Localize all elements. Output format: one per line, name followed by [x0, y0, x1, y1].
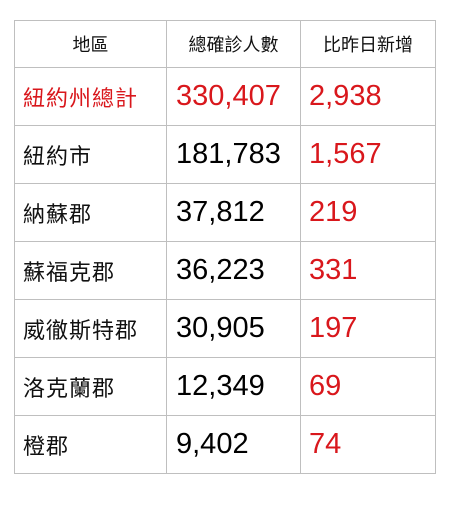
header-row: 地區 總確診人數 比昨日新增 — [14, 20, 436, 68]
total-cases-value: 30,905 — [166, 299, 301, 358]
daily-increase-value: 197 — [300, 299, 436, 358]
region-name: 蘇福克郡 — [14, 241, 167, 300]
covid-case-table: 地區 總確診人數 比昨日新增 紐約州總計 330,407 2,938 紐約市 1… — [14, 20, 436, 474]
daily-increase-value: 74 — [300, 415, 436, 474]
daily-increase-value: 331 — [300, 241, 436, 300]
header-region: 地區 — [14, 20, 167, 68]
table-row-state-total: 紐約州總計 330,407 2,938 — [14, 67, 436, 126]
total-cases-value: 9,402 — [166, 415, 301, 474]
header-daily-increase: 比昨日新增 — [300, 20, 436, 68]
table-row: 洛克蘭郡 12,349 69 — [14, 357, 436, 416]
region-name: 紐約市 — [14, 125, 167, 184]
region-name: 橙郡 — [14, 415, 167, 474]
table-row: 威徹斯特郡 30,905 197 — [14, 299, 436, 358]
header-total-cases: 總確診人數 — [166, 20, 301, 68]
total-cases-value: 12,349 — [166, 357, 301, 416]
total-cases-value: 181,783 — [166, 125, 301, 184]
table-row: 納蘇郡 37,812 219 — [14, 183, 436, 242]
region-name: 威徹斯特郡 — [14, 299, 167, 358]
table-row: 蘇福克郡 36,223 331 — [14, 241, 436, 300]
table-row: 橙郡 9,402 74 — [14, 415, 436, 474]
total-cases-value: 330,407 — [166, 67, 301, 126]
total-cases-value: 36,223 — [166, 241, 301, 300]
daily-increase-value: 69 — [300, 357, 436, 416]
region-name: 洛克蘭郡 — [14, 357, 167, 416]
total-cases-value: 37,812 — [166, 183, 301, 242]
region-name: 紐約州總計 — [14, 67, 167, 126]
daily-increase-value: 1,567 — [300, 125, 436, 184]
region-name: 納蘇郡 — [14, 183, 167, 242]
table-row: 紐約市 181,783 1,567 — [14, 125, 436, 184]
daily-increase-value: 219 — [300, 183, 436, 242]
daily-increase-value: 2,938 — [300, 67, 436, 126]
